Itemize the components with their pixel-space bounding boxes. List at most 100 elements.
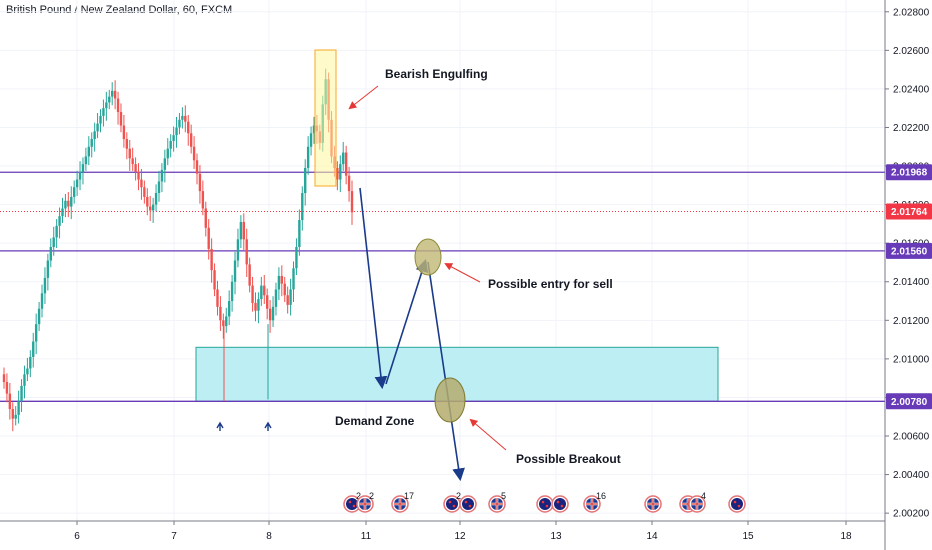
price-tick-label: 2.01000: [893, 354, 930, 365]
economic-events[interactable]: 2 2 17 2 5 16 4: [343, 491, 746, 513]
candle-body: [219, 306, 222, 321]
event-count: 4: [701, 491, 706, 501]
price-tick-label: 2.02800: [893, 7, 930, 18]
candle-body: [339, 164, 342, 180]
time-tick-label: 14: [646, 531, 658, 542]
candle-body: [67, 200, 70, 207]
candle-body: [137, 171, 140, 180]
nz-flag-icon: [459, 495, 477, 513]
event-count: 5: [501, 491, 506, 501]
candle-body: [96, 123, 99, 132]
candle-body: [122, 125, 126, 140]
event-count: 16: [596, 491, 606, 501]
chart-title: British Pound / New Zealand Dollar, 60, …: [6, 4, 233, 16]
candle-body: [131, 158, 134, 165]
candle-body: [149, 206, 152, 211]
price-tick-label: 2.02200: [893, 123, 930, 134]
candle-body: [163, 158, 167, 170]
candle-body: [245, 239, 248, 265]
bearish-engulfing-highlight: [314, 49, 337, 187]
drawings[interactable]: Bearish Engulfing Possible entry for sell…: [216, 49, 621, 482]
candle-body: [75, 179, 79, 188]
candle-body: [5, 382, 9, 394]
candle-body: [116, 98, 120, 113]
event-count: 2: [356, 491, 361, 501]
nz-flag-star: [737, 504, 741, 508]
candle-body: [216, 289, 219, 307]
candle-body: [201, 191, 205, 209]
candle-body: [72, 187, 76, 197]
candle-body: [210, 248, 213, 271]
candle-body: [14, 414, 17, 419]
candle-body: [43, 277, 47, 294]
candle-body: [23, 374, 26, 386]
price-tag-bg: [886, 242, 932, 259]
candle-body: [280, 275, 284, 284]
candle-body: [236, 239, 240, 261]
candle-body: [257, 299, 260, 311]
candle-body: [154, 193, 158, 205]
price-axis[interactable]: 2.002002.004002.006002.008002.010002.012…: [884, 0, 932, 550]
candle-body: [90, 139, 93, 147]
nz-flag-star: [348, 500, 352, 504]
price-tick-label: 2.00600: [893, 432, 930, 443]
uk-flag-icon: 5: [488, 491, 506, 513]
price-tick-label: 2.02600: [893, 46, 930, 57]
candle-body: [37, 308, 41, 325]
arrow-down-to-zone: [359, 187, 388, 390]
nz-flag-icon: [728, 495, 746, 513]
candle-body: [2, 374, 6, 383]
candle-body: [32, 341, 35, 357]
candle-body: [40, 293, 44, 309]
candle-body: [20, 385, 23, 402]
candle-body: [342, 152, 345, 165]
candle-body: [8, 393, 12, 410]
candle-body: [260, 285, 263, 300]
nz-flag-bg: [462, 498, 474, 510]
price-tag-bg: [886, 164, 932, 181]
candle-body: [49, 247, 52, 261]
candle-body: [184, 115, 187, 122]
candle-body: [143, 187, 146, 197]
candle-body: [189, 133, 193, 147]
candle-body: [128, 148, 131, 159]
candle-body: [227, 301, 231, 317]
candle-body: [102, 108, 105, 116]
candle-body: [195, 160, 199, 174]
nz-flag-star: [452, 504, 456, 508]
time-tick-label: 11: [361, 531, 372, 542]
uk-flag-icon: 16: [583, 491, 606, 513]
time-tick-label: 13: [550, 531, 562, 542]
small-up-arrow: [264, 421, 272, 431]
candle-body: [52, 237, 55, 248]
candle-body: [140, 179, 143, 188]
uk-flag-icon: 4: [688, 491, 706, 513]
breakout-circle: [434, 377, 466, 423]
uk-flag-icon: 2: [356, 491, 374, 513]
nz-flag-icon: 2: [443, 491, 461, 513]
nz-flag-star: [464, 500, 468, 504]
callout-arrow-entry: [444, 263, 481, 283]
candle-body: [151, 204, 155, 211]
entry-circle: [414, 238, 442, 276]
candle-body: [248, 264, 251, 286]
candle-body: [175, 127, 178, 136]
candle-body: [192, 146, 196, 161]
candle-body: [265, 295, 269, 309]
candle-body: [286, 295, 289, 305]
candle-body: [157, 181, 161, 194]
nz-flag-star: [468, 504, 472, 508]
candle-body: [251, 285, 254, 303]
candle-body: [61, 208, 64, 217]
entry-label: Possible entry for sell: [488, 277, 613, 291]
price-tick-label: 2.01400: [893, 277, 930, 288]
candle-body: [26, 368, 29, 375]
candle-body: [87, 146, 91, 157]
candle-body: [93, 131, 96, 140]
time-axis[interactable]: 6 7 8 11 12 13 14 15 18: [0, 520, 885, 542]
candle-body: [350, 191, 354, 213]
candle-body: [295, 247, 298, 269]
candle-body: [274, 289, 278, 307]
small-up-arrow: [216, 421, 224, 431]
